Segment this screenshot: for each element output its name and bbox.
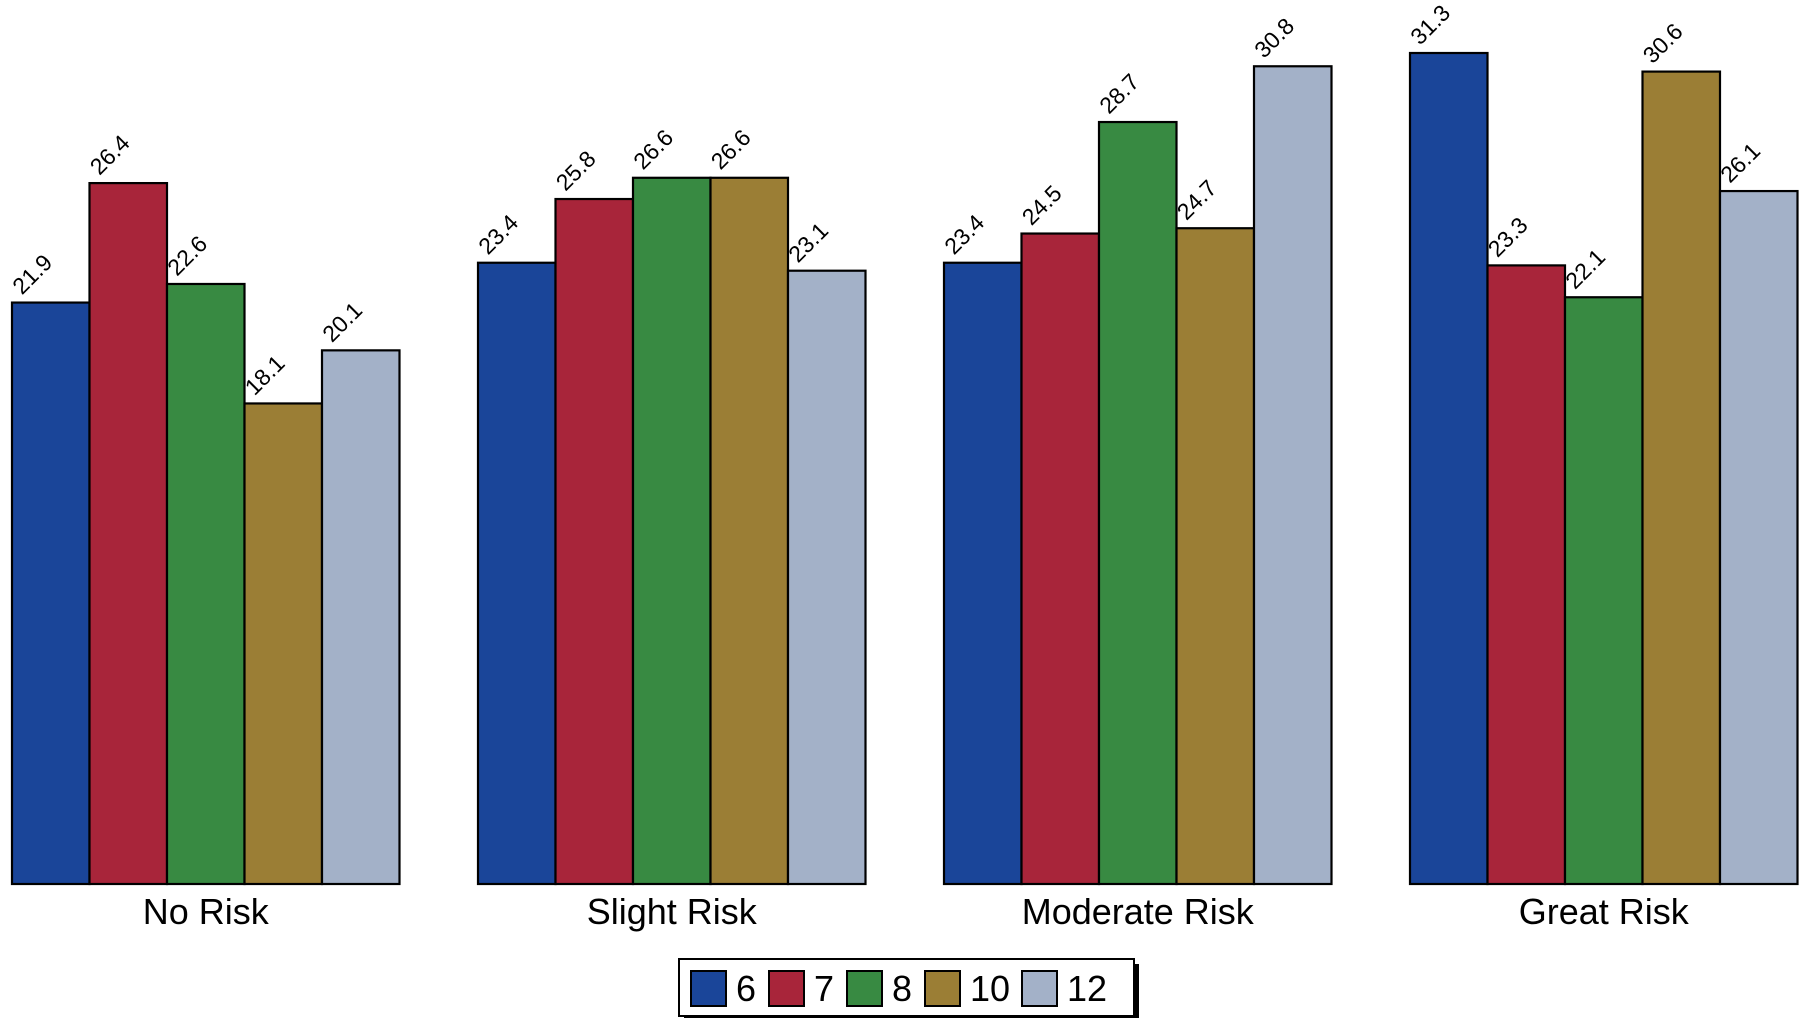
data-label: 23.3: [1483, 212, 1533, 262]
data-label: 24.5: [1017, 180, 1067, 230]
data-label: 30.6: [1638, 18, 1688, 68]
legend-label-7: 7: [814, 968, 834, 1009]
data-label: 26.6: [706, 124, 756, 174]
bar-no-risk-series-10: [243, 402, 324, 886]
bar-slight-risk-series-8: [631, 176, 712, 886]
category-label: No Risk: [143, 891, 270, 932]
bar-moderate-risk-series-10: [1175, 227, 1256, 886]
data-label: 20.1: [317, 297, 367, 347]
bar-moderate-risk-series-12: [1252, 65, 1333, 886]
bar-slight-risk-series-12: [786, 269, 867, 886]
legend-label-6: 6: [736, 968, 756, 1009]
category-label: Moderate Risk: [1022, 891, 1255, 932]
legend: 6 7 8 10 12: [678, 958, 1139, 1018]
bars-layer: [10, 51, 1799, 886]
category-labels-layer: No Risk Slight Risk Moderate Risk Great Ris…: [143, 891, 1690, 932]
data-label: 25.8: [551, 146, 601, 196]
data-label: 30.8: [1249, 13, 1299, 63]
bar-great-risk-series-10: [1641, 70, 1722, 886]
legend-swatch-6: [690, 970, 727, 1007]
bar-no-risk-series-7: [88, 181, 169, 886]
bar-no-risk-series-12: [320, 349, 401, 886]
data-label: 22.6: [162, 230, 212, 280]
bar-great-risk-series-12: [1718, 189, 1799, 886]
bar-slight-risk-series-6: [476, 261, 557, 886]
legend-swatch-7: [768, 970, 805, 1007]
bar-moderate-risk-series-6: [942, 261, 1023, 886]
category-label: Great Risk: [1519, 891, 1690, 932]
bar-great-risk-series-6: [1408, 51, 1489, 886]
data-label: 31.3: [1405, 0, 1455, 50]
legend-swatch-12: [1021, 970, 1058, 1007]
data-label: 21.9: [7, 249, 57, 299]
data-label: 23.1: [783, 217, 833, 267]
legend-swatch-8: [846, 970, 883, 1007]
data-label: 26.4: [85, 129, 135, 179]
legend-box: [678, 958, 1135, 1017]
legend-label-10: 10: [970, 968, 1010, 1009]
data-label: 23.4: [473, 209, 523, 259]
data-label: 26.1: [1715, 138, 1765, 188]
data-label: 18.1: [240, 350, 290, 400]
legend-swatch-10: [924, 970, 961, 1007]
bar-slight-risk-series-7: [554, 197, 635, 886]
bar-moderate-risk-series-8: [1097, 120, 1178, 886]
data-label: 22.1: [1560, 244, 1610, 294]
bar-no-risk-series-6: [10, 301, 91, 886]
bar-great-risk-series-7: [1486, 264, 1567, 886]
bar-no-risk-series-8: [165, 282, 246, 886]
data-label: 23.4: [939, 209, 989, 259]
bar-moderate-risk-series-7: [1020, 232, 1101, 886]
category-label: Slight Risk: [587, 891, 758, 932]
bar-great-risk-series-8: [1563, 296, 1644, 886]
legend-label-8: 8: [892, 968, 912, 1009]
data-label: 24.7: [1172, 175, 1222, 225]
bar-slight-risk-series-10: [709, 176, 790, 886]
data-label: 28.7: [1094, 69, 1144, 119]
data-label: 26.6: [628, 124, 678, 174]
legend-label-12: 12: [1067, 968, 1107, 1009]
